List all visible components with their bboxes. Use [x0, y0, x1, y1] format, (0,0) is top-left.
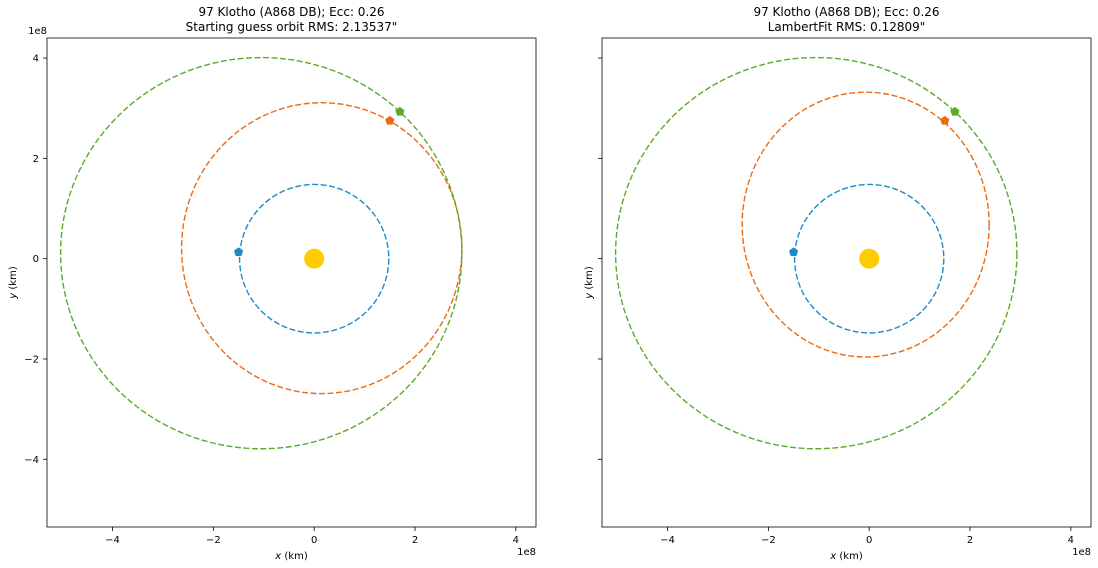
y-axis-label: y (km): [8, 266, 19, 300]
axes-frame: [601, 37, 1092, 528]
x-tick-label: 4: [1068, 535, 1074, 546]
chart-panel-2: 97 Klotho (A868 DB); Ecc: 0.26LambertFit…: [584, 5, 1092, 562]
x-tick-label: 0: [311, 535, 317, 546]
x-axis-label: x (km): [274, 551, 308, 562]
x-tick-label: −4: [105, 535, 120, 546]
x-tick-label: −2: [761, 535, 776, 546]
orbit-3: [59, 56, 463, 450]
orbit-2: [741, 91, 990, 358]
y-offset-label: 1e8: [28, 26, 47, 37]
body-marker-2: [940, 115, 950, 125]
y-axis-label: y (km): [584, 266, 595, 300]
sun-marker: [304, 248, 325, 269]
axes-frame: [46, 37, 537, 528]
x-tick-label: −4: [660, 535, 675, 546]
body-marker-2: [385, 115, 395, 125]
x-offset-label: 1e8: [1072, 547, 1091, 558]
sun-marker: [859, 248, 880, 269]
chart-title-line: Starting guess orbit RMS: 2.13537": [186, 20, 398, 34]
chart-title-line: LambertFit RMS: 0.12809": [768, 20, 926, 34]
x-tick-label: 2: [412, 535, 418, 546]
x-offset-label: 1e8: [517, 547, 536, 558]
x-tick-label: 4: [513, 535, 519, 546]
x-tick-label: 2: [967, 535, 973, 546]
orbit-2: [180, 101, 463, 395]
y-tick-label: 4: [33, 54, 39, 65]
body-marker-3: [395, 106, 405, 116]
chart-title-line: 97 Klotho (A868 DB); Ecc: 0.26: [198, 5, 384, 19]
orbit-1: [238, 183, 390, 334]
orbit-3: [614, 56, 1018, 450]
chart-title-line: 97 Klotho (A868 DB); Ecc: 0.26: [753, 5, 939, 19]
body-marker-3: [950, 106, 960, 116]
y-tick-label: −4: [24, 455, 39, 466]
orbit-1: [793, 183, 945, 334]
y-tick-label: 2: [33, 154, 39, 165]
x-tick-label: −2: [206, 535, 221, 546]
x-tick-label: 0: [866, 535, 872, 546]
body-marker-1: [788, 247, 799, 257]
body-marker-1: [233, 247, 244, 257]
y-tick-label: 0: [33, 254, 39, 265]
x-axis-label: x (km): [829, 551, 863, 562]
y-tick-label: −2: [24, 354, 39, 365]
